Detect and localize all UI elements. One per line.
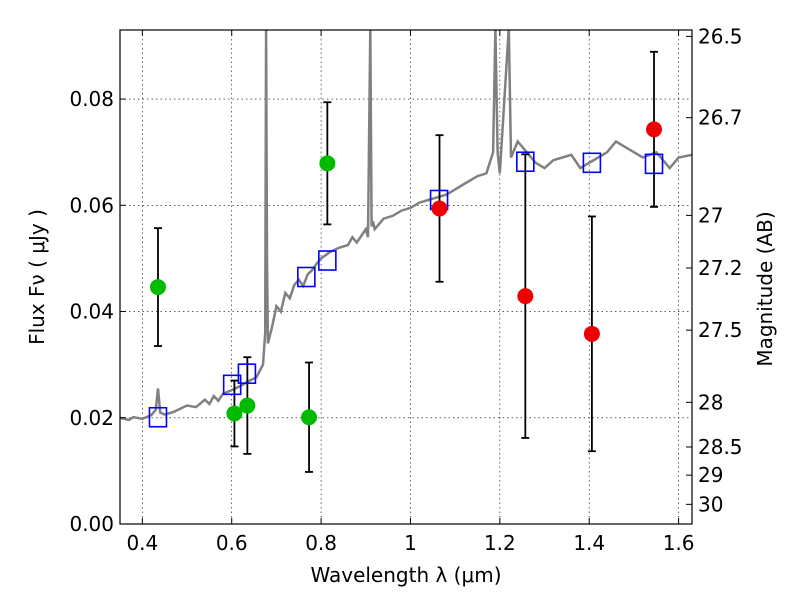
y-tick-label: 0.02: [69, 406, 114, 430]
y-axis-label-left: Flux Fν ( μJy ): [25, 209, 49, 345]
right-tick-label: 30: [698, 492, 723, 516]
right-tick-label: 26.5: [698, 24, 743, 48]
y-tick-label: 0.08: [69, 87, 114, 111]
observed-point: [226, 405, 243, 422]
x-tick-label: 0.8: [305, 531, 337, 555]
x-tick-label: 1.2: [484, 531, 516, 555]
model-photometry-square: [318, 250, 337, 271]
x-tick-label: 1.4: [573, 531, 605, 555]
observed-point: [301, 409, 318, 426]
observed-point: [431, 200, 448, 217]
model-photometry-square: [222, 374, 242, 396]
plot-area: [120, 30, 692, 473]
model-photometry-square: [237, 363, 257, 384]
right-tick-label: 28.5: [698, 435, 743, 459]
x-tick-label: 1.6: [663, 531, 695, 555]
y-axis-label-right: Magnitude (AB): [753, 211, 777, 366]
observed-point: [646, 121, 663, 138]
right-axis-tick-labels: 26.5 26.7 27 27.2 27.5 28 28.5 29 30: [698, 24, 743, 516]
y-tick-label: 0.00: [69, 512, 114, 536]
right-tick-label: 29: [698, 463, 723, 487]
observed-point: [583, 325, 600, 342]
observed-point: [319, 155, 336, 172]
x-tick-label: 0.6: [216, 531, 248, 555]
y-tick-label: 0.04: [69, 300, 114, 324]
observed-points: [149, 121, 663, 426]
observed-point: [149, 279, 166, 296]
observed-point: [239, 397, 256, 414]
right-tick-label: 28: [698, 390, 723, 414]
right-tick-label: 27: [698, 203, 723, 227]
model-photometry-square: [644, 153, 664, 175]
model-photometry-square: [148, 406, 168, 428]
x-tick-labels: 0.4 0.6 0.8 1 1.2 1.4 1.6: [126, 531, 694, 555]
x-tick-label: 0.4: [126, 531, 158, 555]
observed-point: [517, 288, 534, 305]
right-tick-label: 27.5: [698, 318, 743, 342]
axis-ticks: [120, 30, 692, 525]
model-photometry-square: [297, 266, 316, 288]
model-photometry-squares: [148, 151, 664, 428]
x-axis-label: Wavelength λ (μm): [310, 563, 501, 587]
right-tick-label: 26.7: [698, 106, 743, 130]
model-photometry-square: [516, 151, 535, 173]
right-tick-label: 27.2: [698, 256, 743, 280]
y-tick-labels: 0.00 0.02 0.04 0.06 0.08: [69, 87, 114, 536]
y-tick-label: 0.06: [69, 193, 114, 217]
model-spectrum-line: [120, 30, 692, 422]
model-photometry-square: [582, 152, 602, 174]
x-tick-label: 1: [404, 531, 417, 555]
plot-frame: [119, 29, 693, 525]
